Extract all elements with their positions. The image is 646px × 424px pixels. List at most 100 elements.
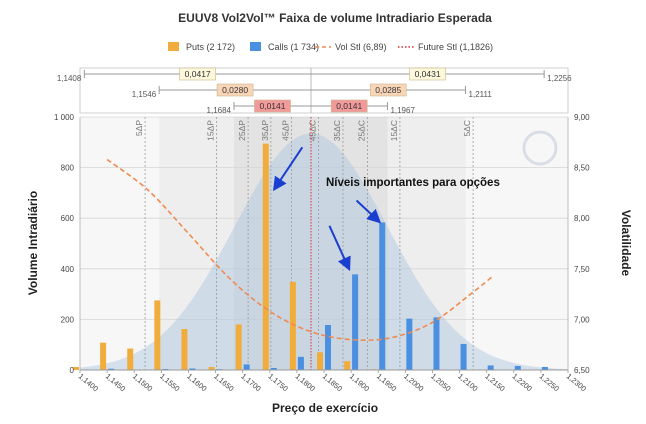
call-bar xyxy=(514,365,521,370)
call-bar xyxy=(433,317,440,370)
call-bar xyxy=(108,368,115,370)
strike-marker-label: 45ΔP xyxy=(280,120,290,141)
annotation-arrow xyxy=(272,146,304,192)
strike-marker-label: 25ΔC xyxy=(356,120,366,141)
x-tick-label: 1,2250 xyxy=(538,372,561,394)
x-tick-label: 1,1850 xyxy=(321,372,344,394)
x-tick-label: 1,1500 xyxy=(131,372,154,394)
put-bar xyxy=(100,342,107,370)
put-bar xyxy=(235,324,242,370)
x-tick-label: 1,2000 xyxy=(402,372,425,394)
x-tick-label: 1,1950 xyxy=(375,372,398,394)
legend-swatch xyxy=(250,42,261,51)
call-bar xyxy=(189,368,196,370)
x-axis-label: Preço de exercício xyxy=(272,401,378,415)
put-bar xyxy=(154,300,161,370)
strike-marker-label: 35ΔC xyxy=(332,120,342,141)
distribution-area xyxy=(80,133,568,370)
annotation-arrow xyxy=(355,199,382,224)
y2-tick-label: 7,00 xyxy=(574,315,590,324)
plot-area: 5ΔP 15ΔP 25ΔP 35ΔP 45ΔP 45ΔC 35ΔC 25ΔC 15ΔC 5ΔC 0 2… xyxy=(54,113,590,393)
range-value: 1,1408 xyxy=(57,74,82,83)
strike-marker-label: 25ΔP xyxy=(237,120,247,141)
range-panel: 1,1408 1,2256 0,0417 0,0431 1,1546 1,2111 0,02… xyxy=(57,67,572,115)
put-bar xyxy=(317,352,323,370)
range-value: 1,2111 xyxy=(469,90,493,99)
legend-label: Calls (1 734) xyxy=(268,42,319,52)
range-box-label: 0,0285 xyxy=(375,85,401,95)
put-bar xyxy=(208,366,215,370)
strike-marker-label: 35ΔP xyxy=(260,120,270,141)
put-bar xyxy=(289,281,296,370)
strike-marker-label: 5ΔP xyxy=(134,120,144,136)
strike-marker-label: 15ΔP xyxy=(206,120,216,141)
call-bar xyxy=(352,274,359,370)
x-tick-label: 1,2200 xyxy=(510,372,533,394)
range-box-label: 0,0141 xyxy=(336,101,362,111)
y-tick-label: 800 xyxy=(61,164,75,173)
annotation-text: Níveis importantes para opções xyxy=(326,177,500,189)
x-tick-label: 1,1600 xyxy=(185,372,208,394)
range-box-label: 0,0431 xyxy=(415,69,441,79)
strike-marker-label: 15ΔC xyxy=(389,120,399,141)
x-tick-label: 1,1900 xyxy=(348,372,371,394)
x-tick-label: 1,1400 xyxy=(77,372,100,394)
range-value: 1,1546 xyxy=(132,90,157,99)
range-value: 1,1967 xyxy=(390,106,415,115)
range-box xyxy=(409,67,446,81)
y-tick-label: 600 xyxy=(61,214,75,223)
chart-title: EUUV8 Vol2Vol™ Faixa de volume Intradiar… xyxy=(178,11,492,25)
range-box xyxy=(179,67,216,81)
y2-tick-label: 8,50 xyxy=(574,164,590,173)
watermark-logo xyxy=(522,130,558,166)
x-tick-label: 1,1800 xyxy=(294,372,317,394)
x-tick-label: 1,1550 xyxy=(158,372,181,394)
x-tick-label: 1,1450 xyxy=(104,372,127,394)
x-tick-label: 1,2150 xyxy=(483,372,506,394)
call-bar xyxy=(270,367,277,370)
range-box-label: 0,0141 xyxy=(259,101,285,111)
put-bar xyxy=(181,329,188,370)
y-tick-label: 200 xyxy=(61,315,75,324)
strike-marker-label: 5ΔC xyxy=(462,120,472,137)
call-bar xyxy=(379,222,386,370)
legend-label: Future Stl (1,1826) xyxy=(418,42,493,52)
range-value: 1,1684 xyxy=(207,106,232,115)
annotation-arrow xyxy=(328,225,351,272)
range-box-label: 0,0280 xyxy=(222,85,248,95)
y2-tick-label: 9,00 xyxy=(574,113,590,122)
range-box xyxy=(369,83,407,97)
x-tick-label: 1,1650 xyxy=(212,372,235,394)
volatility-curve xyxy=(106,158,493,342)
legend-label: Puts (2 172) xyxy=(186,42,235,52)
y2-tick-label: 7,50 xyxy=(574,265,590,274)
call-bar xyxy=(406,318,413,370)
call-bar xyxy=(243,364,250,370)
x-tick-label: 1,1700 xyxy=(239,372,262,394)
put-bar xyxy=(262,143,269,370)
legend-label: Vol Stl (6,89) xyxy=(335,42,387,52)
range-value: 1,2256 xyxy=(547,74,572,83)
call-bar xyxy=(541,366,548,370)
strike-marker-label: 45ΔC xyxy=(308,120,318,141)
call-bar xyxy=(297,356,304,370)
y-axis-label: Volume Intradiário xyxy=(26,191,40,295)
x-tick-label: 1,2100 xyxy=(456,372,479,394)
call-bar xyxy=(487,365,494,370)
range-box xyxy=(330,99,368,113)
call-bar xyxy=(162,368,169,370)
x-tick-label: 1,1750 xyxy=(266,372,289,394)
put-bar xyxy=(127,348,134,370)
range-box-label: 0,0417 xyxy=(185,69,211,79)
put-bar xyxy=(73,366,79,370)
range-box xyxy=(216,83,254,97)
y-tick-label: 400 xyxy=(61,265,75,274)
call-bar xyxy=(460,343,467,370)
legend-swatch xyxy=(168,42,179,51)
range-box xyxy=(254,99,291,113)
x-tick-label: 1,2050 xyxy=(429,372,452,394)
put-bar xyxy=(344,361,351,370)
y2-tick-label: 8,00 xyxy=(574,214,590,223)
